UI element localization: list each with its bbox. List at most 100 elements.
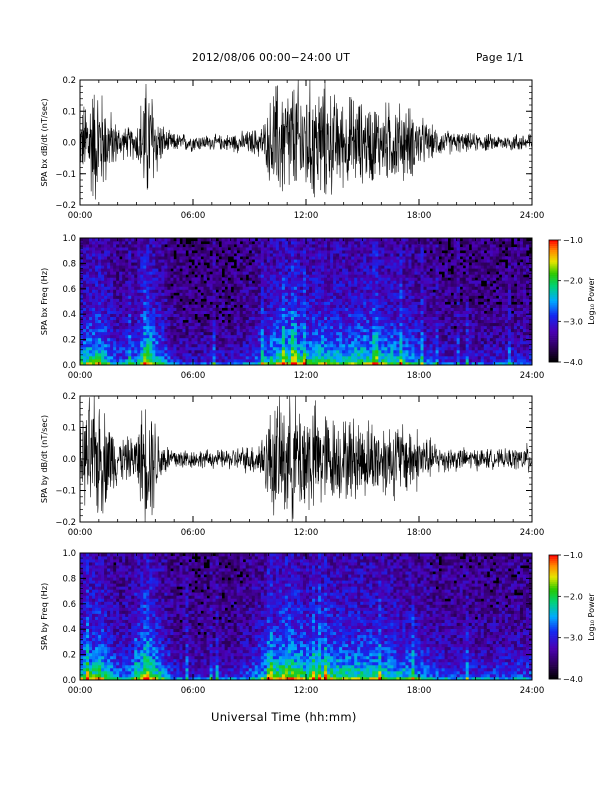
spectrogram-cell bbox=[408, 322, 412, 327]
spectrogram-cell bbox=[312, 262, 316, 266]
spectrogram-cell bbox=[203, 277, 207, 281]
spectrogram-cell bbox=[98, 292, 102, 296]
spectrogram-cell bbox=[221, 352, 226, 357]
spectrogram-cell bbox=[233, 319, 238, 324]
spectrogram-cell bbox=[149, 250, 153, 254]
spectrogram-cell bbox=[260, 349, 265, 354]
spectrogram-cell bbox=[113, 322, 117, 327]
spectrogram-cell bbox=[92, 346, 96, 351]
spectrogram-cell bbox=[164, 286, 168, 290]
spectrogram-cell bbox=[86, 271, 90, 275]
spectrogram-cell bbox=[170, 325, 174, 330]
spectrogram-cell bbox=[306, 331, 310, 336]
y-tick-label: −0.2 bbox=[55, 201, 76, 211]
spectrogram-cell bbox=[224, 274, 229, 278]
spectrogram-cell bbox=[98, 331, 102, 336]
spectrogram-cell bbox=[176, 358, 180, 363]
spectrogram-cell bbox=[158, 307, 162, 311]
spectrogram-cell bbox=[239, 259, 244, 263]
spectrogram-cell bbox=[107, 346, 111, 351]
spectrogram-cell bbox=[236, 343, 241, 348]
spectrogram-cell bbox=[164, 274, 168, 278]
spectrogram-cell bbox=[161, 247, 165, 251]
spectrogram-cell bbox=[197, 253, 201, 257]
spectrogram-cell bbox=[396, 256, 400, 260]
spectrogram-cell bbox=[293, 307, 298, 311]
spectrogram-cell bbox=[83, 301, 87, 305]
spectrogram-cell bbox=[287, 241, 292, 245]
spectrogram-cell bbox=[155, 265, 159, 269]
spectrogram-cell bbox=[206, 346, 210, 351]
spectrogram-cell bbox=[80, 304, 84, 308]
spectrogram-cell bbox=[287, 340, 292, 345]
spectrogram-cell bbox=[278, 280, 283, 284]
spectrogram-cell bbox=[212, 301, 216, 305]
spectrogram-cell bbox=[330, 301, 334, 305]
spectrogram-cell bbox=[330, 289, 334, 293]
spectrogram-cell bbox=[83, 280, 87, 284]
spectrogram-cell bbox=[146, 280, 150, 284]
spectrogram-cell bbox=[140, 355, 144, 360]
spectrogram-cell bbox=[354, 244, 358, 248]
spectrogram-cell bbox=[137, 298, 141, 302]
spectrogram-cell bbox=[281, 352, 286, 357]
spectrogram-cell bbox=[417, 274, 421, 278]
spectrogram-cell bbox=[140, 328, 144, 333]
spectrogram-cell bbox=[185, 283, 189, 287]
spectrogram-cell bbox=[134, 259, 138, 263]
spectrogram-cell bbox=[327, 322, 331, 327]
spectrogram-cell bbox=[125, 241, 129, 245]
spectrogram-cell bbox=[387, 259, 391, 263]
spectrogram-cell bbox=[339, 301, 343, 305]
spectrogram-cell bbox=[318, 250, 322, 254]
spectrogram-cell bbox=[336, 298, 340, 302]
spectrogram-cell bbox=[275, 265, 280, 269]
spectrogram-cell bbox=[203, 337, 207, 342]
spectrogram-cell bbox=[254, 280, 259, 284]
spectrogram-cell bbox=[357, 253, 361, 257]
spectrogram-cell bbox=[257, 334, 262, 339]
spectrogram-cell bbox=[104, 295, 108, 299]
spectrogram-cell bbox=[363, 268, 367, 272]
spectrogram-cell bbox=[333, 295, 337, 299]
spectrogram-cell bbox=[375, 259, 379, 263]
spectrogram-cell bbox=[435, 250, 439, 254]
spectrogram-cell bbox=[417, 310, 421, 314]
spectrogram-cell bbox=[426, 343, 430, 348]
spectrogram-cell bbox=[318, 313, 322, 318]
spectrogram-cell bbox=[360, 283, 364, 287]
spectrogram-cell bbox=[233, 298, 238, 302]
spectrogram-cell bbox=[257, 310, 262, 314]
spectrogram-cell bbox=[296, 310, 301, 314]
spectrogram-cell bbox=[411, 310, 415, 314]
spectrogram-cell bbox=[336, 313, 340, 318]
spectrogram-cell bbox=[224, 337, 229, 342]
spectrogram-cell bbox=[218, 292, 223, 296]
spectrogram-cell bbox=[230, 310, 235, 314]
spectrogram-cell bbox=[188, 250, 192, 254]
spectrogram-cell bbox=[134, 238, 138, 242]
spectrogram-cell bbox=[245, 313, 250, 318]
spectrogram-cell bbox=[284, 286, 289, 290]
spectrogram-cell bbox=[272, 301, 277, 305]
spectrogram-cell bbox=[80, 259, 84, 263]
spectrogram-cell bbox=[333, 253, 337, 257]
spectrogram-cell bbox=[86, 334, 90, 339]
spectrogram-cell bbox=[302, 259, 307, 263]
spectrogram-cell bbox=[107, 343, 111, 348]
spectrogram-cell bbox=[215, 265, 220, 269]
spectrogram-cell bbox=[95, 358, 99, 363]
spectrogram-cell bbox=[209, 313, 213, 318]
spectrogram-cell bbox=[342, 265, 346, 269]
spectrogram-cell bbox=[257, 340, 262, 345]
spectrogram-cell bbox=[194, 298, 198, 302]
spectrogram-cell bbox=[393, 274, 397, 278]
spectrogram-cell bbox=[104, 253, 108, 257]
spectrogram-cell bbox=[158, 280, 162, 284]
spectrogram-cell bbox=[315, 268, 319, 272]
spectrogram-cell bbox=[257, 325, 262, 330]
spectrogram-cell bbox=[435, 358, 439, 363]
spectrogram-cell bbox=[221, 340, 226, 345]
spectrogram-cell bbox=[134, 298, 138, 302]
spectrogram-cell bbox=[152, 262, 156, 266]
